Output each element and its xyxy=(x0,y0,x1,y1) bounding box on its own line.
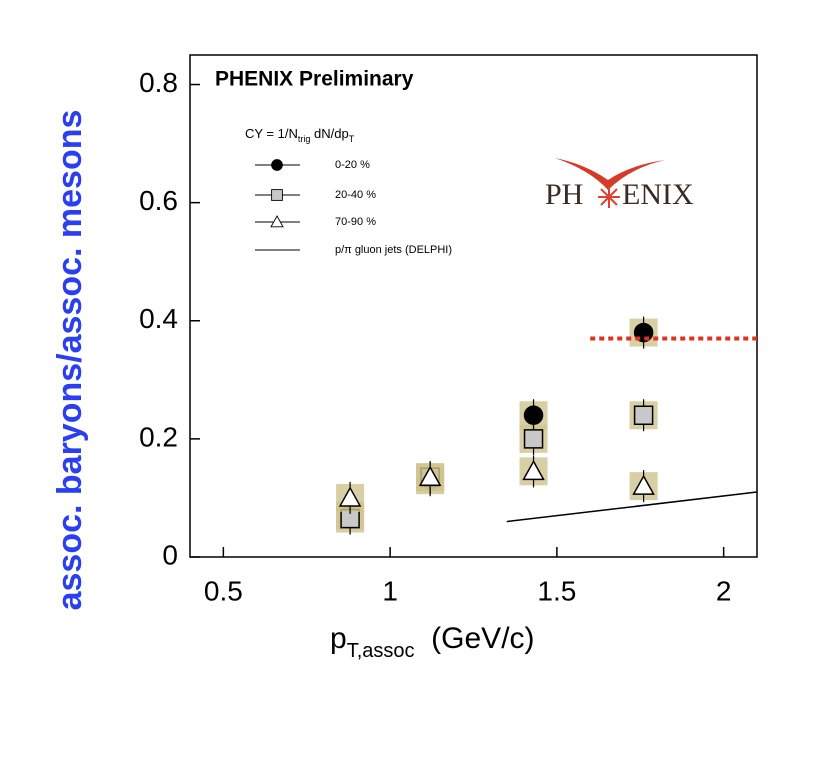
point xyxy=(523,429,544,449)
point xyxy=(523,405,544,426)
legend-label: 0-20 % xyxy=(335,159,370,171)
logo-star xyxy=(598,186,620,208)
legend-label: 70-90 % xyxy=(335,216,376,228)
x-label-unit: (GeV/c) xyxy=(415,622,535,655)
x-label-sub: T,assoc xyxy=(347,640,415,662)
x-tick-label: 2 xyxy=(716,575,732,606)
x-tick-label: 0.5 xyxy=(204,575,243,606)
legend-label: 20-40 % xyxy=(335,189,376,201)
point xyxy=(338,486,362,507)
y-tick-label: 0.6 xyxy=(139,185,178,216)
point xyxy=(522,459,545,481)
point xyxy=(633,405,654,426)
line-series xyxy=(506,491,758,523)
x-axis-label: pT,assoc (GeV/c) xyxy=(330,622,535,662)
y-axis-label: assoc. baryons/assoc. mesons xyxy=(51,110,89,611)
y-tick-label: 0.2 xyxy=(139,421,178,452)
legend-marker xyxy=(271,159,283,171)
y-tick-label: 0.4 xyxy=(139,303,178,334)
point xyxy=(418,465,442,487)
legend-title: CY = 1/Ntrig dN/dpT xyxy=(245,126,355,144)
x-tick-label: 1 xyxy=(382,575,398,606)
logo: PH ENIX xyxy=(545,158,694,211)
x-tick-label: 1.5 xyxy=(537,575,576,606)
logo-text: PH xyxy=(545,178,583,211)
logo-text: ENIX xyxy=(622,178,694,211)
plot-frame xyxy=(189,54,758,558)
annotation: PHENIX Preliminary xyxy=(215,68,414,91)
legend-title-part: CY = 1/N xyxy=(245,126,298,141)
legend-marker xyxy=(271,189,283,201)
legend-marker xyxy=(270,215,284,228)
y-tick-label: 0.8 xyxy=(139,67,178,98)
legend-label: p/π gluon jets (DELPHI) xyxy=(335,244,452,256)
legend-title-part: dN/dp xyxy=(310,126,348,141)
legend-title-sub: T xyxy=(349,134,355,144)
logo-arc xyxy=(555,158,665,190)
legend-title-sub: trig xyxy=(298,134,311,144)
y-tick-label: 0 xyxy=(162,539,178,570)
point xyxy=(632,474,655,495)
x-label-main: p xyxy=(330,622,347,655)
